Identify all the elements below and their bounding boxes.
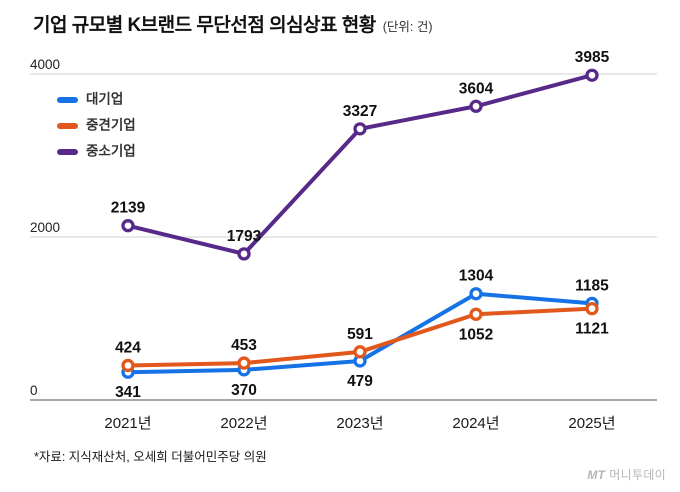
- y-tick-label: 4000: [30, 57, 60, 72]
- moneytoday-logo: MT 머니투데이: [587, 466, 666, 483]
- data-label: 1052: [459, 326, 493, 343]
- legend-swatch: [57, 149, 78, 155]
- legend-swatch: [57, 123, 78, 129]
- data-label: 341: [115, 384, 141, 401]
- point-marker: [237, 356, 251, 370]
- data-label: 3985: [575, 49, 610, 66]
- moneytoday-logo-text: 머니투데이: [609, 468, 666, 482]
- point-marker: [585, 301, 599, 316]
- point-marker: [121, 219, 135, 233]
- point-marker: [469, 307, 483, 321]
- legend-label: 대기업: [86, 92, 123, 107]
- x-tick-label: 2024년: [452, 415, 499, 432]
- legend-label: 중견기업: [86, 117, 136, 133]
- y-tick-label: 0: [30, 383, 38, 398]
- data-label: 1185: [575, 277, 609, 294]
- data-label: 370: [231, 382, 257, 399]
- data-label: 453: [231, 337, 257, 354]
- data-label: 479: [347, 373, 373, 390]
- legend-swatch: [57, 97, 78, 103]
- legend-label: 중소기업: [86, 144, 136, 159]
- point-marker: [469, 99, 483, 113]
- source-footnote: *자료: 지식재산처, 오세희 더불어민주당 의원: [34, 450, 267, 464]
- y-tick-label: 2000: [30, 220, 60, 235]
- point-marker: [469, 287, 483, 301]
- x-tick-label: 2021년: [104, 415, 151, 432]
- x-tick-label: 2025년: [568, 415, 615, 432]
- point-marker: [585, 68, 599, 82]
- data-label: 2139: [111, 200, 146, 217]
- chart-title-row: 기업 규모별 K브랜드 무단선점 의심상표 현황 (단위: 건): [33, 10, 433, 37]
- point-marker: [237, 247, 251, 261]
- point-marker: [353, 345, 367, 359]
- point-marker: [353, 122, 367, 136]
- x-tick-label: 2022년: [220, 415, 267, 432]
- page-title: 기업 규모별 K브랜드 무단선점 의심상표 현황: [33, 15, 376, 36]
- point-marker: [121, 358, 135, 373]
- data-label: 1793: [227, 228, 262, 245]
- data-label: 591: [347, 326, 373, 343]
- x-tick-label: 2023년: [336, 415, 383, 432]
- data-label: 424: [115, 339, 141, 356]
- data-label: 3327: [343, 103, 377, 120]
- data-label: 1304: [459, 268, 494, 285]
- mt-logo-mark: MT: [587, 468, 606, 482]
- data-label: 3604: [459, 80, 494, 97]
- unit-label: (단위: 건): [382, 20, 433, 34]
- data-label: 1121: [575, 321, 609, 338]
